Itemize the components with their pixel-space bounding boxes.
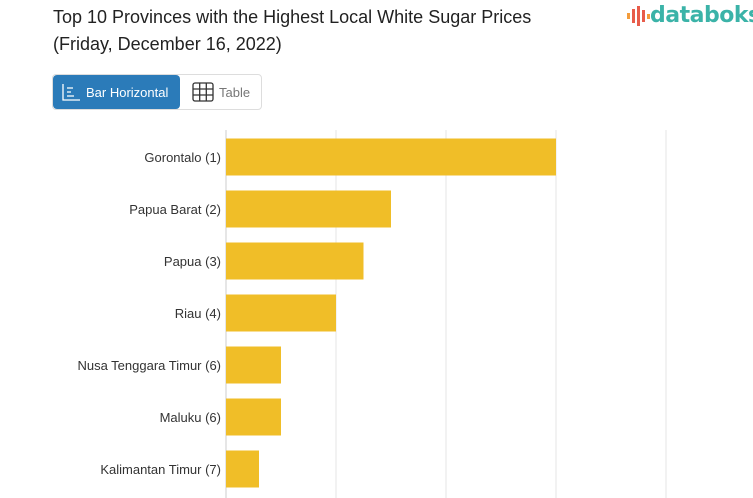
bar-chart-icon [62,84,80,101]
tab-table[interactable]: Table [180,75,258,109]
bar[interactable] [226,346,281,384]
table-grid-icon [192,82,214,102]
category-label: Kalimantan Timur (7) [100,462,221,477]
bar[interactable] [226,294,336,332]
category-label: Nusa Tenggara Timur (6) [77,358,221,373]
title-line-1: Top 10 Provinces with the Highest Local … [53,7,532,27]
bar[interactable] [226,398,281,436]
tab-label: Table [219,84,251,100]
bar[interactable] [226,190,391,228]
logo-text: databoks [650,3,753,28]
category-label: Papua (3) [164,254,221,269]
bar[interactable] [226,138,556,176]
title-line-2: (Friday, December 16, 2022) [53,34,282,54]
tab-bar-horizontal[interactable]: Bar Horizontal [53,75,180,109]
chart-title: Top 10 Provinces with the Highest Local … [53,4,613,58]
logo-bars-icon [627,5,650,26]
category-label: Riau (4) [175,306,221,321]
bar[interactable] [226,242,364,280]
tab-label: Bar Horizontal [86,84,169,100]
category-label: Maluku (6) [160,410,221,425]
category-label: Papua Barat (2) [129,202,221,217]
category-label: Gorontalo (1) [144,150,221,165]
bar[interactable] [226,450,259,488]
view-tabs: Bar Horizontal Table [52,74,262,110]
databoks-logo: databoks [626,3,753,28]
